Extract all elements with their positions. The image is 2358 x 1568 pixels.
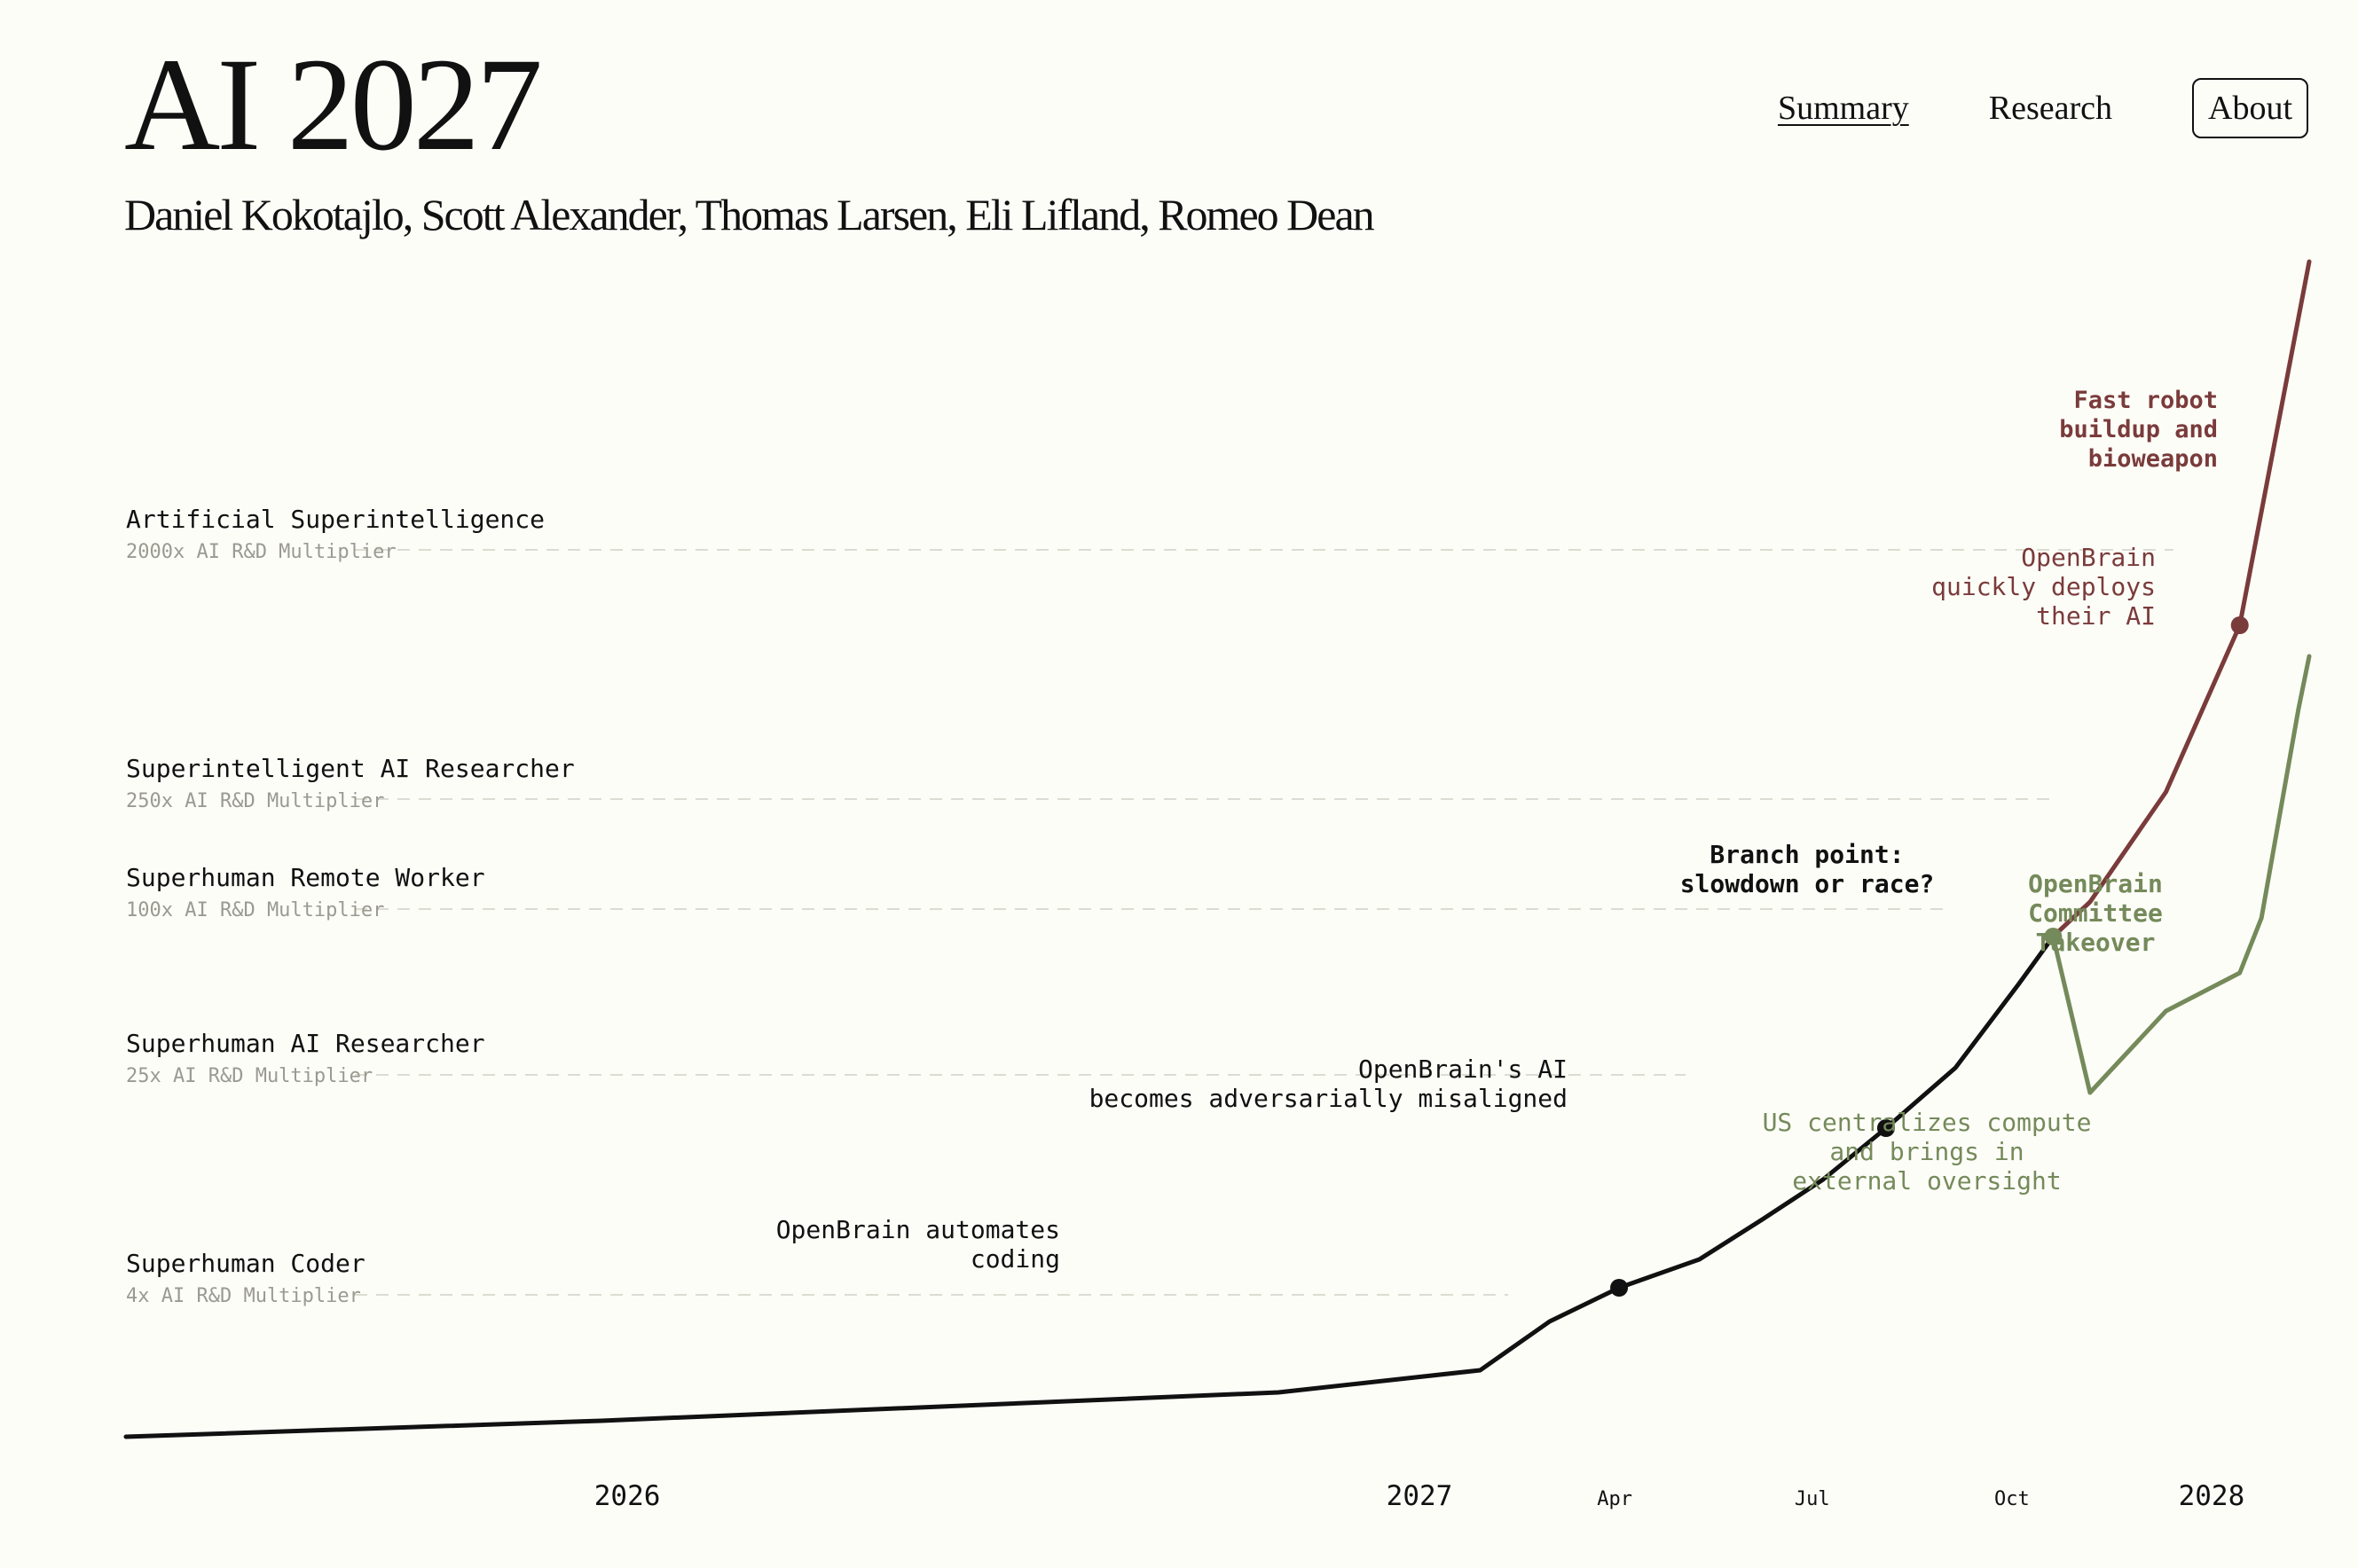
annotation-text: slowdown or race? [1680,869,1935,898]
annotation-text: Committee [2028,898,2163,928]
event-marker [2230,616,2249,634]
x-tick-label: Oct [1994,1488,2030,1510]
annotation-text: bioweapon [2088,445,2218,473]
annotation-text: Fast robot [2073,387,2218,414]
annotation-text: OpenBrain's AI [1358,1054,1568,1084]
x-tick-label: Apr [1597,1488,1632,1510]
annotation-text: US centralizes compute [1763,1108,2092,1137]
annotation-text: OpenBrain [2021,543,2156,572]
annotation-text: quickly deploys [1931,572,2156,601]
series-line-race [2050,259,2312,939]
milestone-label: Artificial Superintelligence [126,505,545,534]
x-tick-label: Jul [1795,1488,1830,1510]
milestone-label: Superhuman Coder [126,1249,365,1278]
event-marker [1610,1279,1629,1297]
annotation-text: becomes adversarially misaligned [1089,1084,1568,1113]
annotation-text: their AI [2036,601,2156,631]
milestone-multiplier: 4x AI R&D Multiplier [126,1285,361,1307]
annotation-text: buildup and [2059,416,2218,443]
milestone-multiplier: 250x AI R&D Multiplier [126,790,384,812]
site-title: AI 2027 [124,31,543,178]
series-line-slowdown [2050,654,2312,1095]
annotation-text: external oversight [1792,1166,2061,1196]
milestone-label: Superhuman AI Researcher [126,1029,485,1058]
x-tick-label: 2027 [1387,1480,1453,1512]
nav-about-button[interactable]: About [2192,78,2308,138]
milestone-multiplier: 100x AI R&D Multiplier [126,899,384,921]
annotation-text: Branch point: [1710,840,1904,869]
milestone-multiplier: 25x AI R&D Multiplier [126,1065,373,1087]
nav-summary-link[interactable]: Summary [1777,90,1909,127]
nav-research-link[interactable]: Research [1988,90,2112,127]
milestone-multiplier: 2000x AI R&D Multiplier [126,541,397,563]
milestone-label: Superintelligent AI Researcher [126,754,575,783]
x-tick-label: 2026 [594,1480,661,1512]
annotation-text: and brings in [1829,1137,2024,1166]
annotation-text: Takeover [2036,928,2156,957]
series-line-main [123,934,2055,1439]
x-tick-label: 2028 [2179,1480,2245,1512]
top-nav: Summary Research About [1778,78,2308,138]
event-marker [1876,1119,1895,1137]
annotation-text: coding [971,1244,1060,1274]
milestone-label: Superhuman Remote Worker [126,863,485,892]
annotation-text: OpenBrain [2028,869,2163,898]
event-marker [2044,928,2063,945]
authors-line: Daniel Kokotajlo, Scott Alexander, Thoma… [124,190,1375,239]
annotation-text: OpenBrain automates [776,1215,1060,1244]
